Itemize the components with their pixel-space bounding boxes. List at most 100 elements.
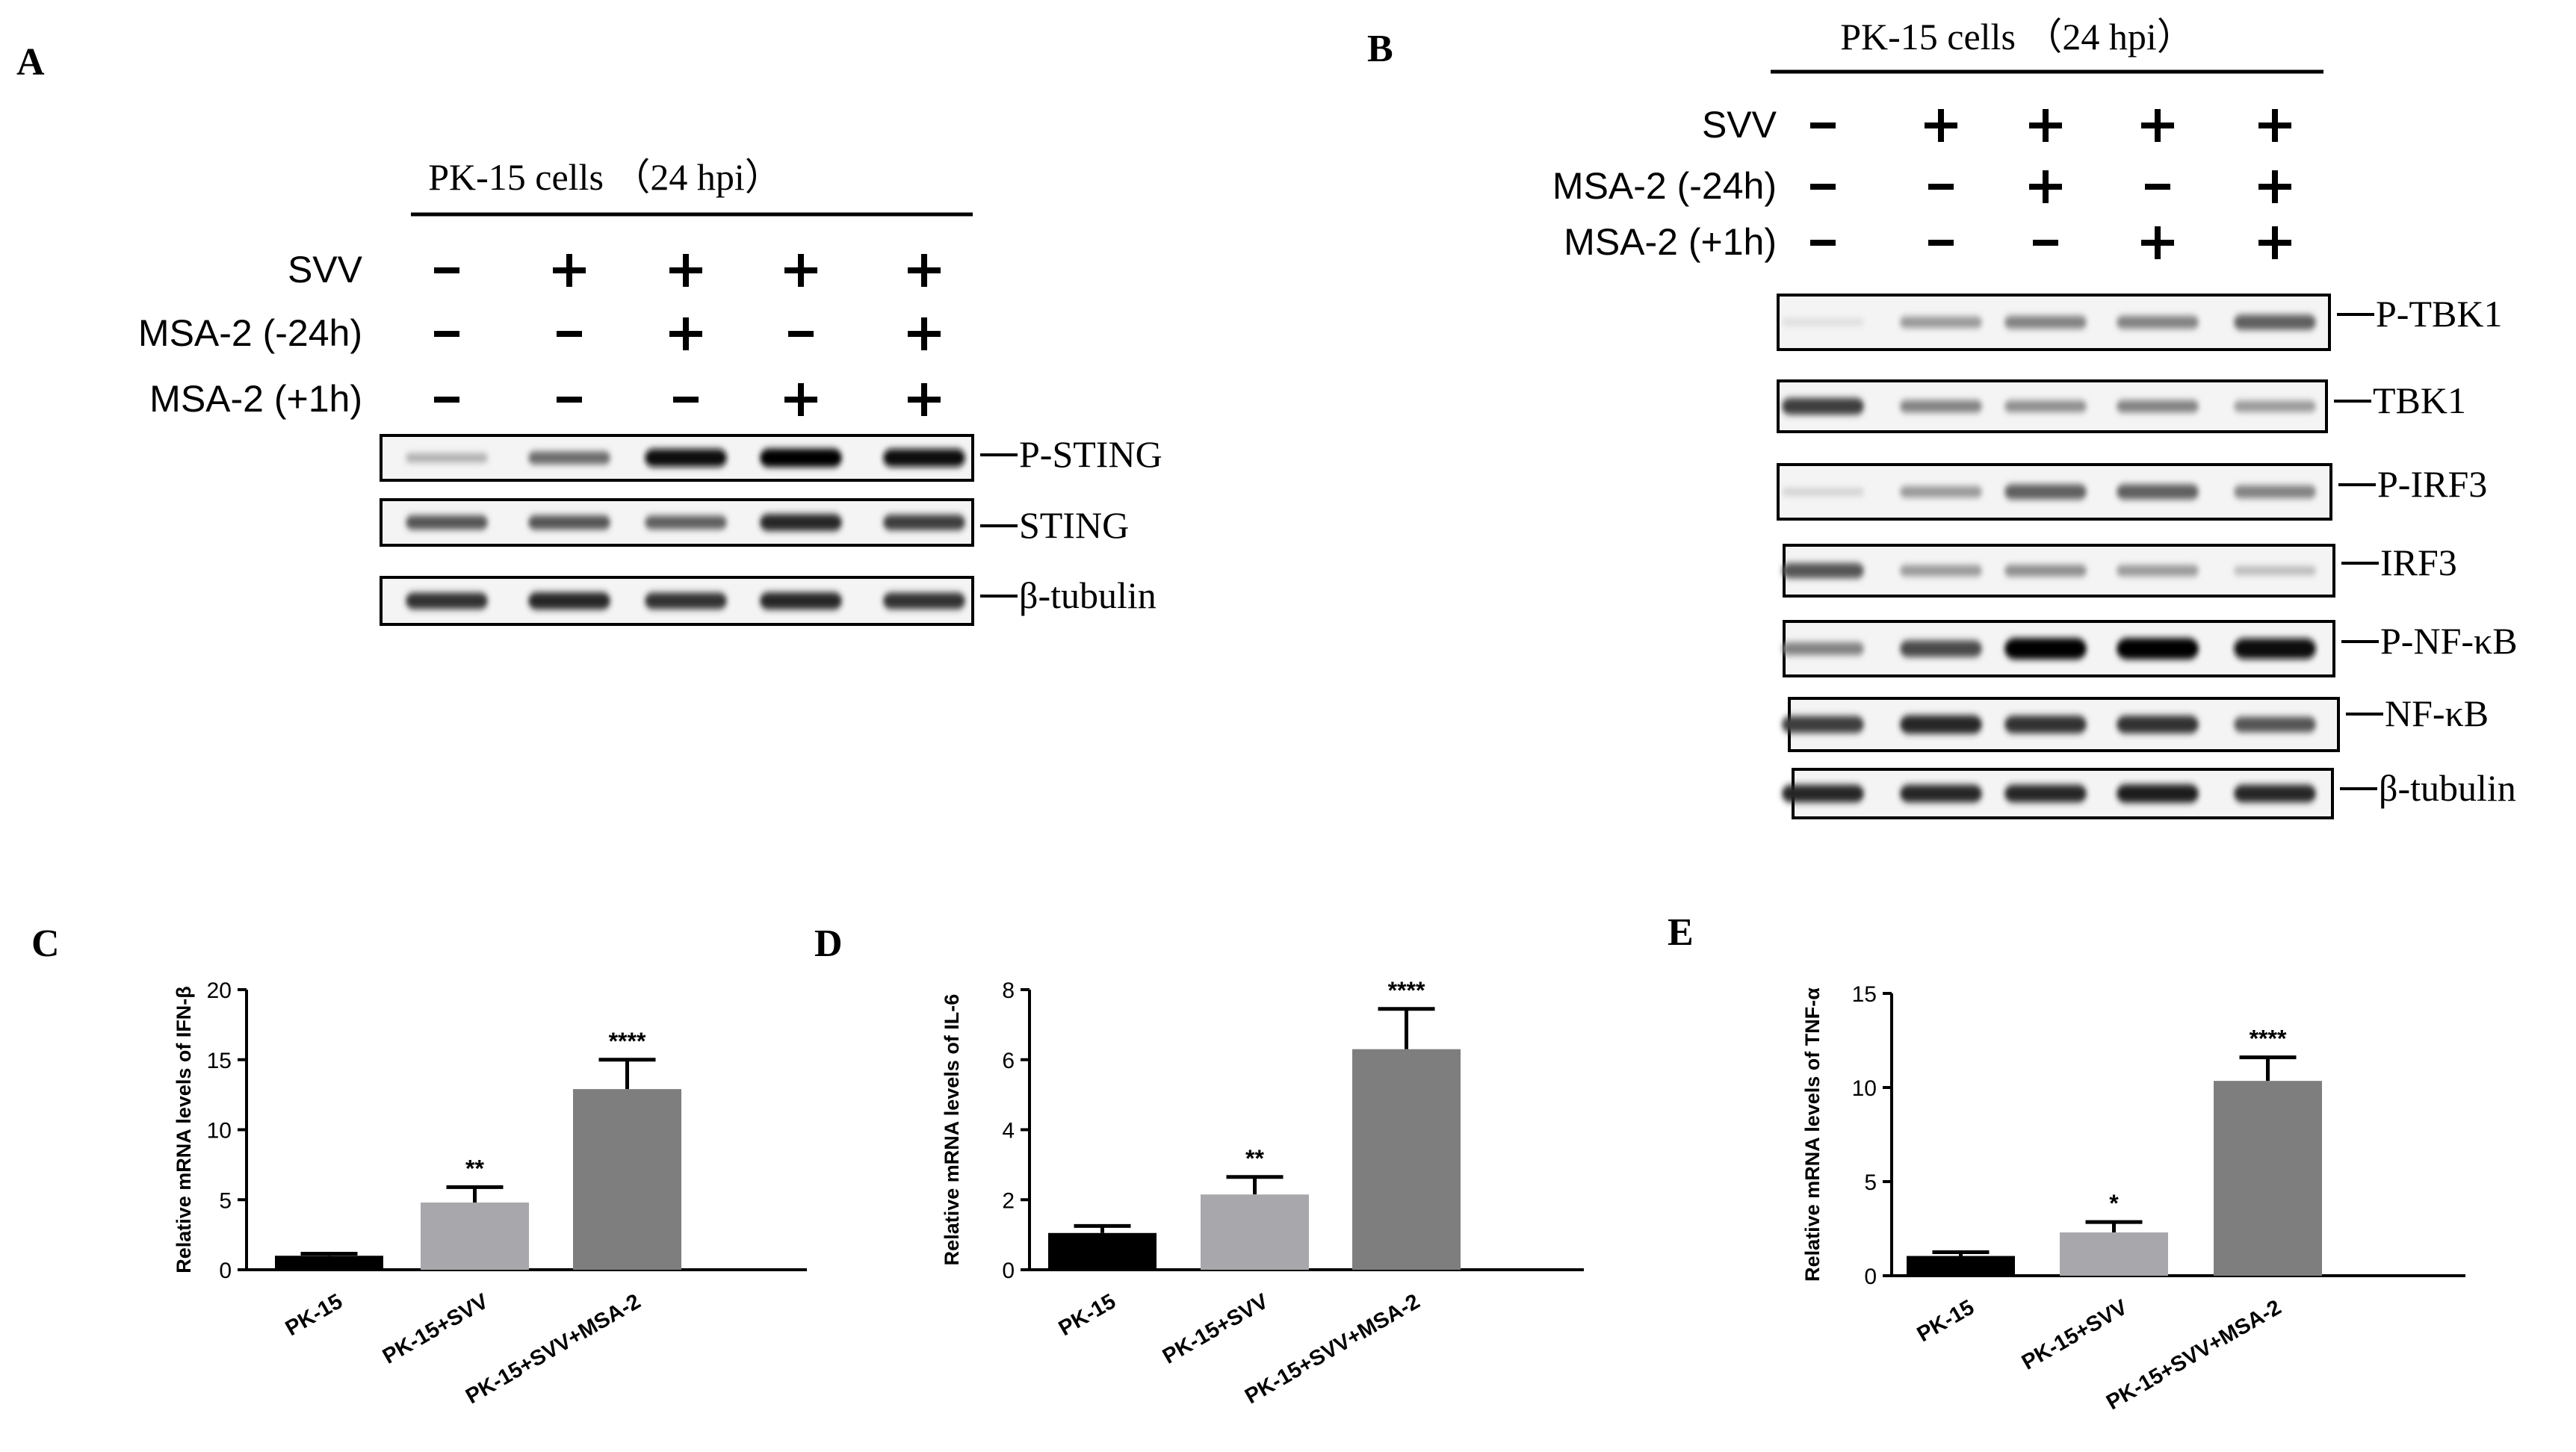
x-tick-label: PK-15 xyxy=(282,1289,347,1341)
plus-sign xyxy=(2029,170,2062,203)
plus-sign xyxy=(2029,109,2062,142)
y-axis-label: Relative mRNA levels of IL-6 xyxy=(941,994,963,1266)
blot-band xyxy=(2234,400,2316,412)
panel-c-letter: C xyxy=(31,922,60,965)
blot-band xyxy=(883,592,965,609)
y-tick-label: 10 xyxy=(207,1119,232,1144)
panel-b-condition-label: MSA-2 (+1h) xyxy=(1564,221,1777,263)
blot-label: IRF3 xyxy=(2380,542,2457,583)
blot-strip-beta-tubulin: β-tubulin xyxy=(1782,767,2516,819)
blot-band xyxy=(1900,565,1982,577)
plus-sign xyxy=(784,254,817,287)
significance-marker: * xyxy=(2109,1190,2119,1217)
blot-label: β-tubulin xyxy=(2379,767,2516,809)
blot-strip-irf3: IRF3 xyxy=(1782,542,2457,598)
blot-band xyxy=(2004,315,2087,329)
blot-band xyxy=(760,448,842,468)
y-tick-label: 2 xyxy=(1002,1188,1015,1213)
plus-sign xyxy=(2258,226,2291,259)
blot-band xyxy=(1900,715,1982,734)
blot-band xyxy=(2117,484,2199,500)
blot-strip-p-nf-kb: P-NF-κB xyxy=(1782,620,2518,677)
blot-label: P-NF-κB xyxy=(2380,620,2518,662)
blot-band xyxy=(2117,565,2199,577)
blot-label: TBK1 xyxy=(2373,379,2466,421)
bar-pk-15-svv-msa-2 xyxy=(2214,1081,2322,1276)
blot-band xyxy=(406,592,488,609)
panel-e-letter: E xyxy=(1668,911,1694,954)
blot-strip-p-tbk1: P-TBK1 xyxy=(1777,293,2502,351)
y-tick-label: 0 xyxy=(219,1259,232,1283)
blot-label: P-TBK1 xyxy=(2376,293,2502,335)
chart-c: C 0 5 10 15 20 Relative mRNA levels of IFN-β PK… xyxy=(31,922,807,1409)
bar-pk-15-svv xyxy=(421,1203,529,1270)
panel-a-western-blot: A PK-15 cells （24 hpi） SVV MSA-2 (-24h) MSA-… xyxy=(16,41,1162,626)
plus-sign xyxy=(2141,226,2174,259)
blot-band xyxy=(2234,638,2316,660)
blot-band xyxy=(883,449,965,467)
blot-strip-tbk1: TBK1 xyxy=(1777,379,2466,433)
plus-sign xyxy=(553,254,586,287)
panel-d-letter: D xyxy=(814,922,843,965)
y-tick-label: 5 xyxy=(1864,1170,1877,1195)
blot-band xyxy=(528,592,610,609)
plus-sign xyxy=(1925,109,1957,142)
x-tick-label: PK-15+SVV xyxy=(379,1289,493,1369)
blot-band xyxy=(2117,784,2199,803)
chart-e: E 0 5 10 15 Relative mRNA levels of TNF-α PK-1… xyxy=(1668,911,2465,1415)
y-tick-label: 15 xyxy=(1852,982,1877,1007)
panel-b-header: PK-15 cells （24 hpi） xyxy=(1840,16,2194,58)
plus-sign xyxy=(908,383,941,416)
blot-band xyxy=(2117,716,2199,733)
x-tick-label: PK-15+SVV xyxy=(2018,1295,2132,1375)
blot-band xyxy=(1782,784,1864,803)
y-tick-label: 6 xyxy=(1002,1049,1015,1073)
blot-band xyxy=(2004,638,2087,660)
blot-band xyxy=(2004,565,2087,577)
bar-pk-15-svv xyxy=(1201,1194,1309,1270)
blot-band xyxy=(645,515,727,530)
blot-band xyxy=(2004,716,2087,733)
blot-band xyxy=(2117,315,2199,329)
y-tick-label: 8 xyxy=(1002,978,1015,1003)
blot-band xyxy=(1900,640,1982,657)
significance-marker: **** xyxy=(1388,977,1425,1004)
panel-a-condition-label: SVV xyxy=(288,249,363,291)
blot-band xyxy=(2004,400,2087,412)
plus-sign xyxy=(2141,109,2174,142)
blot-band xyxy=(2117,400,2199,413)
panel-b-letter: B xyxy=(1367,28,1393,70)
y-axis-label: Relative mRNA levels of TNF-α xyxy=(1801,987,1824,1282)
blot-band xyxy=(1782,318,1864,326)
blot-label: NF-κB xyxy=(2385,692,2489,734)
blot-band xyxy=(2234,485,2316,499)
plus-sign xyxy=(784,383,817,416)
blot-band xyxy=(406,453,488,463)
blot-band xyxy=(645,592,727,609)
panel-a-condition-label: MSA-2 (+1h) xyxy=(149,378,362,420)
x-tick-label: PK-15+SVV xyxy=(1159,1289,1273,1369)
blot-band xyxy=(1900,400,1982,413)
blot-band xyxy=(2234,314,2316,330)
significance-marker: ** xyxy=(1245,1145,1264,1172)
blot-band xyxy=(1782,562,1864,579)
blot-label: P-STING xyxy=(1019,433,1162,475)
blot-band xyxy=(528,451,610,465)
blot-label: STING xyxy=(1019,504,1129,546)
blot-band xyxy=(2004,484,2087,500)
significance-marker: ** xyxy=(465,1155,484,1182)
plus-sign xyxy=(908,317,941,350)
blot-band xyxy=(1782,642,1864,656)
panel-a-condition-label: MSA-2 (-24h) xyxy=(138,312,362,354)
panel-b-condition-label: SVV xyxy=(1702,104,1777,146)
panel-b-western-blot: B PK-15 cells （24 hpi） SVV MSA-2 (-24h) MSA-… xyxy=(1367,16,2518,819)
blot-band xyxy=(1900,316,1982,329)
blot-band xyxy=(2004,784,2087,803)
blot-band xyxy=(2234,716,2316,733)
panel-a-letter: A xyxy=(16,41,45,84)
x-tick-label: PK-15 xyxy=(1055,1289,1120,1341)
chart-d: D 0 2 4 6 8 Relative mRNA levels of IL-6 PK-15 *… xyxy=(814,922,1584,1409)
y-tick-label: 15 xyxy=(207,1049,232,1073)
